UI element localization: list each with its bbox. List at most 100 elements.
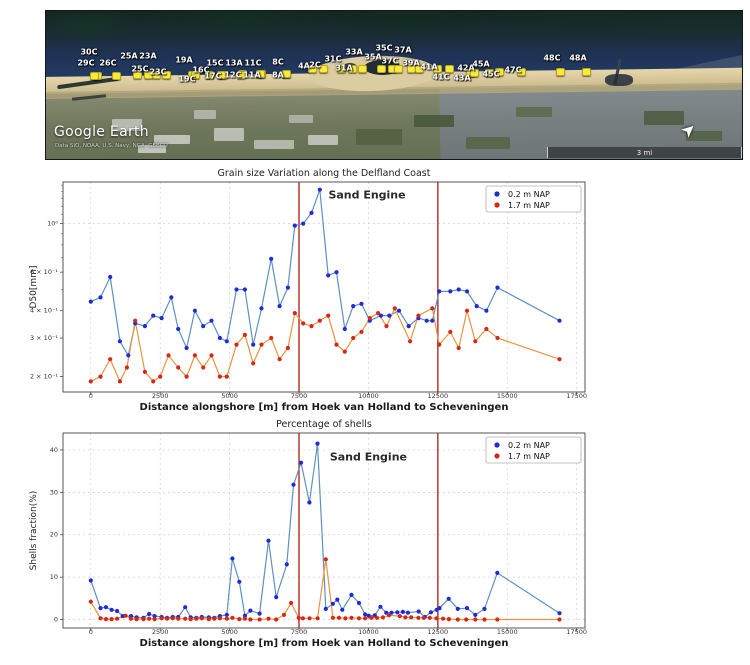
map-marker-label: 41C xyxy=(432,72,450,82)
svg-text:6 × 10⁻¹: 6 × 10⁻¹ xyxy=(30,268,58,276)
map-marker-label: 23A xyxy=(139,51,157,61)
satellite-map: 30C 29C 26C 25A 23A 25C 23C 19A 19C 16C 15C 17C 13A 1… xyxy=(45,10,743,160)
svg-text:Distance alongshore [m] from H: Distance alongshore [m] from Hoek van Ho… xyxy=(140,638,509,649)
map-marker-pin xyxy=(582,68,591,76)
map-marker-label: 15C xyxy=(206,58,224,68)
map-field-patch xyxy=(308,135,338,145)
map-marker-label: 41A xyxy=(420,62,438,72)
map-field-patch xyxy=(194,110,216,119)
map-marker-pin xyxy=(205,71,214,79)
map-marker-label: 19A xyxy=(175,55,193,65)
svg-text:4 × 10⁻¹: 4 × 10⁻¹ xyxy=(30,307,58,315)
map-marker-pin xyxy=(133,71,142,79)
map-marker-label: 48C xyxy=(543,53,561,63)
shells-percentage-chart: 0 2500 5000 7500 10000 12500 15000 17500 0 10 20 30… xyxy=(29,419,587,649)
map-marker-pin xyxy=(495,68,504,76)
svg-text:Grain size Variation along the: Grain size Variation along the Delfland … xyxy=(218,168,431,179)
svg-text:2500: 2500 xyxy=(152,628,169,636)
svg-text:0: 0 xyxy=(89,628,93,636)
map-marker-label: 35A xyxy=(364,52,382,62)
map-marker-pin xyxy=(394,65,403,73)
svg-text:2500: 2500 xyxy=(152,392,169,400)
map-marker-pin xyxy=(162,71,171,79)
map-marker-pin xyxy=(256,70,265,78)
map-marker-label: 8A xyxy=(272,70,284,80)
svg-text:10⁰: 10⁰ xyxy=(47,220,58,228)
map-marker-label: 8C xyxy=(272,57,284,67)
svg-text:12500: 12500 xyxy=(427,392,448,400)
map-marker-label: 25A xyxy=(120,51,138,61)
svg-text:7500: 7500 xyxy=(291,392,308,400)
map-marker-pin xyxy=(90,72,99,80)
map-attribution: Data SIO, NOAA, U.S. Navy, NGA, GEBCO xyxy=(55,143,168,149)
svg-text:10000: 10000 xyxy=(358,392,379,400)
map-marker-label: 11A xyxy=(243,70,261,80)
svg-text:0: 0 xyxy=(54,616,58,624)
svg-text:Percentage of shells: Percentage of shells xyxy=(276,419,372,430)
svg-text:10: 10 xyxy=(50,573,58,581)
map-marker-pin xyxy=(319,65,328,73)
map-marker-label: 26C xyxy=(99,58,117,68)
map-marker-label: 31A xyxy=(335,63,353,73)
svg-text:15000: 15000 xyxy=(497,628,518,636)
svg-text:1.7 m NAP: 1.7 m NAP xyxy=(508,201,550,210)
map-marker-label: 47C xyxy=(504,65,522,75)
map-marker-pin xyxy=(433,65,442,73)
map-marker-label: 48A xyxy=(569,53,587,63)
map-marker-label: 45A xyxy=(472,59,490,69)
map-field-patch xyxy=(466,137,510,149)
svg-text:Sand Engine: Sand Engine xyxy=(330,451,407,464)
map-field-patch xyxy=(686,131,722,141)
svg-text:7500: 7500 xyxy=(291,628,308,636)
map-marker-pin xyxy=(556,68,565,76)
map-marker-label: 35C xyxy=(375,43,393,53)
map-marker-label: 39A xyxy=(402,58,420,68)
map-field-patch xyxy=(516,107,552,117)
map-field-patch xyxy=(214,128,244,141)
map-marker-pin xyxy=(112,72,121,80)
map-marker-pin xyxy=(415,65,424,73)
map-field-patch xyxy=(414,115,454,127)
svg-text:40: 40 xyxy=(50,446,58,454)
map-marker-label: 11C xyxy=(244,58,262,68)
map-scale-label: 3 mi xyxy=(636,148,653,157)
map-marker-pin xyxy=(470,69,479,77)
map-marker-label: 43A xyxy=(453,73,471,83)
svg-text:5000: 5000 xyxy=(221,392,238,400)
map-marker-label: 30C xyxy=(80,47,98,57)
map-harbor xyxy=(605,74,633,86)
map-marker-label: 31C xyxy=(324,54,342,64)
map-marker-label: 29C xyxy=(77,58,95,68)
svg-text:15000: 15000 xyxy=(497,392,518,400)
svg-text:D50[mm]: D50[mm] xyxy=(29,266,39,309)
svg-text:17500: 17500 xyxy=(566,392,587,400)
map-marker-label: 17C xyxy=(204,71,222,81)
map-marker-pin xyxy=(144,71,153,79)
map-marker-pin xyxy=(191,71,200,79)
map-scale-bar: 3 mi xyxy=(547,147,742,158)
svg-text:17500: 17500 xyxy=(566,628,587,636)
svg-text:0: 0 xyxy=(89,392,93,400)
map-field-patch xyxy=(112,119,142,131)
map-marker-label: 33A xyxy=(345,47,363,57)
map-marker-pin xyxy=(348,65,357,73)
svg-text:12500: 12500 xyxy=(427,628,448,636)
map-marker-pin xyxy=(358,65,367,73)
map-marker-label: 4A xyxy=(298,61,310,71)
map-marker-pin xyxy=(337,65,346,73)
map-field-patch xyxy=(138,145,166,153)
svg-text:0.2 m NAP: 0.2 m NAP xyxy=(508,190,550,199)
map-marker-label: 25C xyxy=(131,64,149,74)
svg-text:Shells fraction(%): Shells fraction(%) xyxy=(29,491,39,571)
map-marker-label: 12C xyxy=(224,70,242,80)
map-marker-label: 16C xyxy=(192,65,210,75)
map-marker-pin xyxy=(485,69,494,77)
map-field-patch xyxy=(644,111,684,125)
map-marker-label: 42A xyxy=(457,63,475,73)
map-marker-label: 19C xyxy=(178,74,196,84)
map-marker-pin xyxy=(282,70,291,78)
map-field-patch xyxy=(289,115,313,123)
map-marker-pin xyxy=(445,65,454,73)
map-field-patch xyxy=(254,140,294,149)
map-marker-pin xyxy=(217,71,226,79)
